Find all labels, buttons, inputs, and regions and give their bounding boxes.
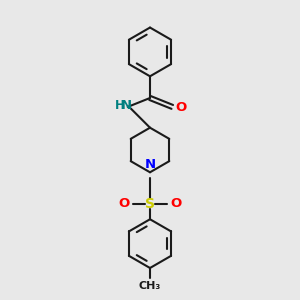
Text: O: O [170, 197, 182, 210]
Text: N: N [121, 99, 132, 112]
Text: CH₃: CH₃ [139, 281, 161, 291]
Text: O: O [176, 101, 187, 114]
Text: H: H [115, 99, 124, 112]
Text: S: S [145, 196, 155, 211]
Text: O: O [118, 197, 130, 210]
Text: N: N [144, 158, 156, 170]
